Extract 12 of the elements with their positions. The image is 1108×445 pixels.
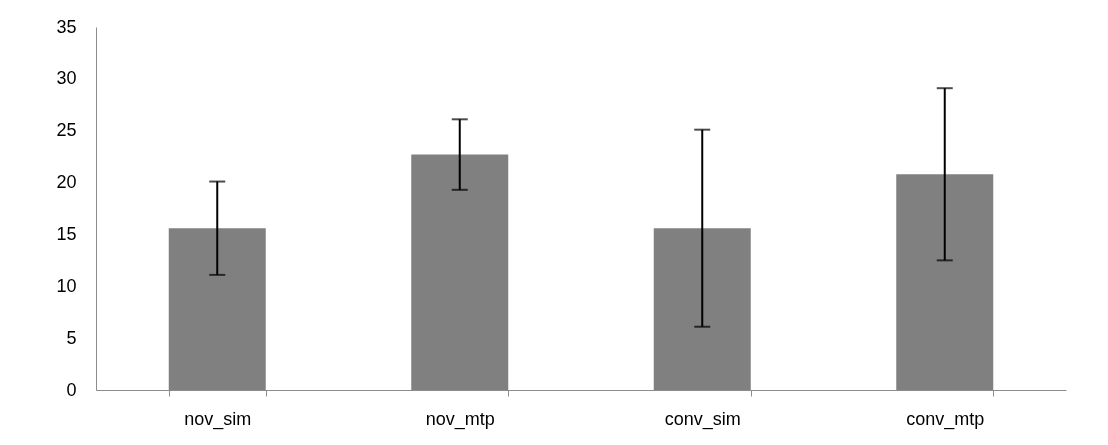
y-tick-label: 5 bbox=[66, 327, 77, 348]
x-tick-label: nov_sim bbox=[184, 408, 252, 430]
x-tick-label: nov_mtp bbox=[425, 408, 495, 430]
y-tick-label: 0 bbox=[66, 379, 77, 400]
y-tick-label: 35 bbox=[56, 16, 77, 37]
y-tick-label: 10 bbox=[56, 275, 77, 296]
x-tick-label: conv_sim bbox=[664, 408, 741, 430]
x-tick-label: conv_mtp bbox=[906, 408, 985, 430]
y-tick-label: 20 bbox=[56, 172, 77, 193]
y-tick-label: 25 bbox=[56, 120, 77, 141]
y-tick-label: 15 bbox=[56, 223, 77, 244]
y-tick-label: 30 bbox=[56, 68, 77, 89]
